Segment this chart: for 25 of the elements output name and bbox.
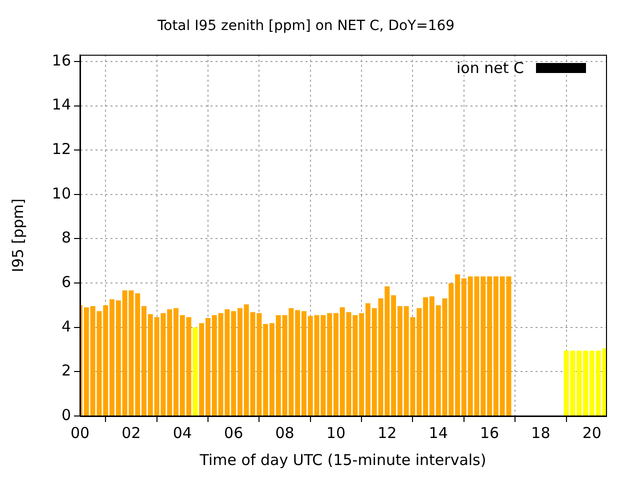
x-tick-label: 06: [224, 424, 244, 442]
x-tick-label: 08: [275, 424, 294, 442]
x-tick-label: 12: [378, 424, 397, 442]
y-tick-label: 0: [61, 406, 71, 424]
y-tick-label: 10: [52, 184, 71, 202]
y-axis-title: I95 [ppm]: [8, 198, 27, 272]
y-tick-label: 6: [61, 272, 71, 291]
y-tick-label: 4: [61, 317, 71, 336]
x-tick-label: 18: [531, 424, 550, 442]
x-tick-label: 10: [326, 424, 346, 442]
x-tick-label: 00: [70, 424, 90, 442]
y-tick-label: 8: [61, 228, 71, 247]
chart-title: Total I95 zenith [ppm] on NET C, DoY=169: [156, 18, 455, 34]
x-tick-label: 02: [122, 424, 141, 442]
x-tick-label: 20: [582, 424, 602, 442]
y-tick-label: 16: [52, 51, 71, 70]
x-axis-title: Time of day UTC (15-minute intervals): [198, 450, 486, 469]
text: ion net C: [456, 58, 524, 77]
x-tick-label: 16: [480, 424, 500, 442]
bar: [192, 327, 198, 416]
y-tick-label: 2: [61, 362, 71, 380]
x-tick-label: 14: [428, 424, 448, 442]
y-tick-label: 12: [52, 140, 71, 158]
y-tick-label: 14: [52, 96, 71, 114]
x-tick-label: 04: [172, 424, 192, 442]
